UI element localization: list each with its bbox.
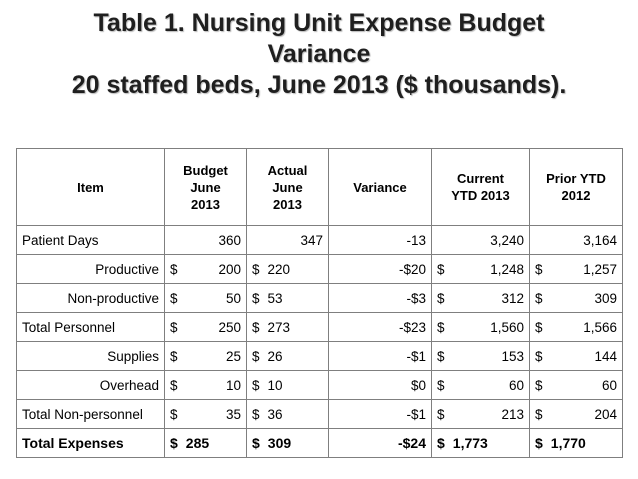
header-actual-june-2013: Actual June 2013 [246,148,329,226]
actual-cell: $53 [246,283,329,313]
prior-ytd-cell: $1,257 [529,254,623,284]
current-ytd-cell: 3,240 [431,225,530,255]
actual-cell: $273 [246,312,329,342]
row-label: Patient Days [16,225,165,255]
header-row: Item Budget June 2013 Actual June 2013 V… [16,148,623,226]
row-label: Overhead [16,370,165,400]
prior-ytd-cell: $1,770 [529,428,623,458]
variance-cell: -13 [328,225,432,255]
table-row: Non-productive $50 $53 -$3 $312 $309 [16,283,623,313]
row-label: Non-productive [16,283,165,313]
prior-ytd-cell: $204 [529,399,623,429]
header-item: Item [16,148,165,226]
header-prior-ytd-2012: Prior YTD 2012 [529,148,623,226]
variance-cell: -$20 [328,254,432,284]
prior-ytd-cell: $1,566 [529,312,623,342]
budget-cell: $35 [164,399,247,429]
table-row: Patient Days 360 347 -13 3,240 3,164 [16,225,623,255]
row-label: Supplies [16,341,165,371]
header-variance: Variance [328,148,432,226]
prior-ytd-cell: 3,164 [529,225,623,255]
row-label: Total Non-personnel [16,399,165,429]
row-label: Productive [16,254,165,284]
table-row: Total Personnel $250 $273 -$23 $1,560 $1… [16,312,623,342]
current-ytd-cell: $153 [431,341,530,371]
title-line-1: Table 1. Nursing Unit Expense Budget [93,9,545,37]
table-row: Overhead $10 $10 $0 $60 $60 [16,370,623,400]
budget-cell: $10 [164,370,247,400]
current-ytd-cell: $60 [431,370,530,400]
current-ytd-cell: $1,773 [431,428,530,458]
actual-cell: $309 [246,428,329,458]
actual-cell: 347 [246,225,329,255]
actual-cell: $36 [246,399,329,429]
variance-cell: $0 [328,370,432,400]
prior-ytd-cell: $309 [529,283,623,313]
budget-cell: $200 [164,254,247,284]
actual-cell: $10 [246,370,329,400]
prior-ytd-cell: $60 [529,370,623,400]
budget-cell: $25 [164,341,247,371]
current-ytd-cell: $1,560 [431,312,530,342]
budget-cell: 360 [164,225,247,255]
budget-cell: $250 [164,312,247,342]
title-line-3: 20 staffed beds, June 2013 ($ thousands)… [71,71,567,99]
table-row: Productive $200 $220 -$20 $1,248 $1,257 [16,254,623,284]
header-budget-june-2013: Budget June 2013 [164,148,247,226]
table-row: Supplies $25 $26 -$1 $153 $144 [16,341,623,371]
header-current-ytd-2013: Current YTD 2013 [431,148,530,226]
title-line-2: Variance [267,40,371,68]
budget-cell: $50 [164,283,247,313]
current-ytd-cell: $312 [431,283,530,313]
current-ytd-cell: $213 [431,399,530,429]
actual-cell: $220 [246,254,329,284]
current-ytd-cell: $1,248 [431,254,530,284]
row-label: Total Personnel [16,312,165,342]
table-row-total: Total Expenses $285 $309 -$24 $1,773 $1,… [16,428,623,458]
variance-cell: -$3 [328,283,432,313]
variance-cell: -$1 [328,399,432,429]
actual-cell: $26 [246,341,329,371]
variance-cell: -$23 [328,312,432,342]
prior-ytd-cell: $144 [529,341,623,371]
table-row: Total Non-personnel $35 $36 -$1 $213 $20… [16,399,623,429]
row-label: Total Expenses [16,428,165,458]
variance-cell: -$24 [328,428,432,458]
expense-budget-table: Item Budget June 2013 Actual June 2013 V… [16,148,623,458]
variance-cell: -$1 [328,341,432,371]
budget-cell: $285 [164,428,247,458]
table-title: Table 1. Nursing Unit Expense Budget Var… [0,8,638,101]
